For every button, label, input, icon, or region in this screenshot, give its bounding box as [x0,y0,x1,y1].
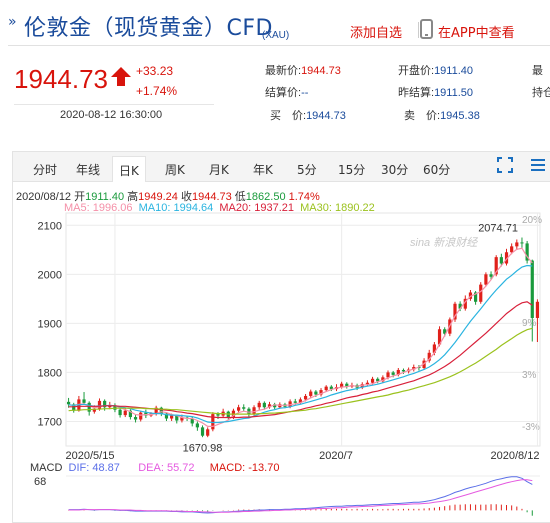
dea-label: DEA: 55.72 [138,462,195,474]
ma30-label: MA30: 1890.22 [300,202,375,214]
double-arrow-icon: » [8,14,17,30]
macd-axis-label: 68 [34,476,47,488]
period-tabs: 分时 年线 日K 周K 月K 年K 5分 15分 30分 60分 [13,152,550,182]
macd-label: MACD: -13.70 [209,462,280,474]
view-in-app-link[interactable]: 在APP中查看 [438,26,515,41]
tab-30min[interactable]: 30分 [381,163,409,177]
quote-field-prev-settle: 昨结算:1911.50 [398,87,474,99]
tab-daily-k[interactable]: 日K [112,156,146,182]
sina-watermark: sina 新浪财经 [410,237,478,249]
ma-legend: MA5: 1996.06 MA10: 1994.64 MA20: 1937.21… [64,202,375,214]
quote-field-high: 最 [532,65,543,77]
macd-legend: MACD DIF: 48.87 DEA: 55.72 MACD: -13.70 [30,462,279,474]
price-change-pct: +1.74% [136,84,178,98]
tab-weekly-k[interactable]: 周K [165,163,185,177]
quote-field-last: 最新价:1944.73 [265,65,341,77]
macd-title: MACD [30,462,63,474]
quote-field-open: 开盘价:1911.40 [398,65,474,77]
ma5-label: MA5: 1996.06 [64,202,133,214]
quote-field-settle: 结算价:-- [265,87,309,99]
tab-15min[interactable]: 15分 [338,163,366,177]
phone-icon[interactable] [420,19,433,39]
quote-field-open-interest: 持仓 [532,87,550,99]
add-to-watchlist-link[interactable]: 添加自选 [350,26,403,41]
current-price: 1944.73 [14,64,108,94]
quote-field-ask: 卖 价:1945.38 [404,110,480,122]
ma10-label: MA10: 1994.64 [138,202,214,214]
title-bar: » 伦敦金（现货黄金）CFD (XAU) 添加自选 在APP中查看 [0,0,550,58]
tab-60min[interactable]: 60分 [423,163,451,177]
tab-yearly-k[interactable]: 年K [253,163,273,177]
tab-5min[interactable]: 5分 [297,163,317,177]
page-title: 伦敦金（现货黄金）CFD [24,16,273,41]
divider [14,104,214,105]
up-arrow-icon-stem [117,77,125,86]
price-change: +33.23 [136,64,174,78]
quote-field-bid: 买 价:1944.73 [270,110,346,122]
symbol-code: (XAU) [262,30,290,41]
tab-yearly-line[interactable]: 年线 [76,163,101,177]
quote-timestamp: 2020-08-12 16:30:00 [60,109,163,121]
dif-label: DIF: 48.87 [68,462,120,474]
tab-intraday[interactable]: 分时 [33,163,58,177]
divider [8,45,550,46]
divider [418,22,419,38]
fullscreen-icon[interactable] [497,157,513,173]
tab-monthly-k[interactable]: 月K [209,163,229,177]
up-arrow-icon [111,67,131,77]
menu-icon[interactable] [531,157,545,173]
ma20-label: MA20: 1937.21 [219,202,294,214]
ohlc-info: 2020/08/12 开1911.40 高1949.24 收1944.73 低1… [16,191,320,203]
